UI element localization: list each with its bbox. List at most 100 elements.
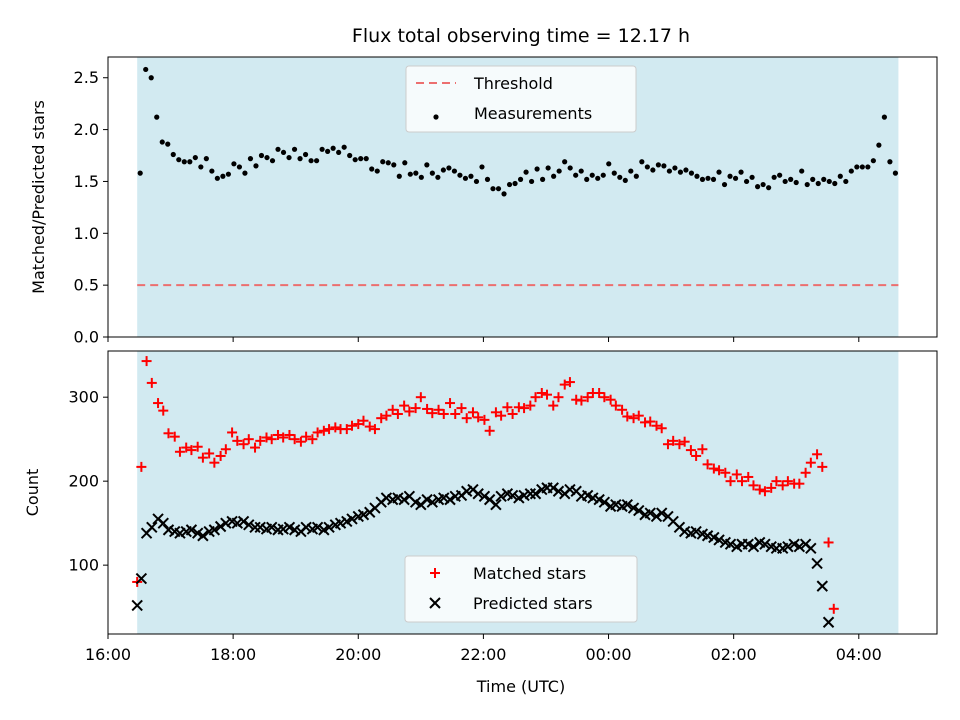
measurement-point bbox=[517, 176, 524, 182]
legend-threshold-label: Threshold bbox=[473, 74, 553, 93]
predicted-star-point bbox=[311, 521, 324, 534]
matched-star-point bbox=[186, 445, 197, 456]
matched-star-point bbox=[628, 413, 639, 424]
measurement-point bbox=[236, 164, 243, 170]
matched-star-point bbox=[622, 411, 633, 422]
measurement-point bbox=[435, 174, 441, 180]
predicted-star-point bbox=[805, 542, 817, 555]
measurement-point bbox=[677, 169, 684, 175]
predicted-star-point bbox=[357, 509, 370, 521]
measurement-point bbox=[887, 159, 893, 165]
matched-star-point bbox=[576, 395, 587, 406]
matched-star-point bbox=[674, 439, 685, 450]
measurement-point bbox=[264, 154, 270, 161]
measurement-point bbox=[473, 178, 480, 185]
measurement-point bbox=[137, 170, 143, 176]
measurement-point bbox=[815, 180, 821, 187]
matched-star-point bbox=[347, 420, 358, 431]
x-tick-label: 20:00 bbox=[335, 645, 381, 664]
legend-predicted-label: Predicted stars bbox=[473, 594, 593, 613]
measurement-point bbox=[451, 168, 458, 174]
predicted-star-point bbox=[759, 538, 771, 550]
measurement-point bbox=[291, 146, 298, 152]
measurement-point bbox=[639, 159, 645, 165]
measurement-point bbox=[429, 170, 435, 176]
matched-star-point bbox=[605, 394, 616, 405]
matched-star-point bbox=[645, 416, 656, 427]
matched-star-point bbox=[828, 603, 839, 614]
predicted-star-point bbox=[323, 521, 335, 534]
measurement-point bbox=[705, 175, 711, 181]
measurement-point bbox=[369, 166, 375, 172]
measurement-point bbox=[617, 174, 623, 180]
matched-star-point bbox=[153, 398, 164, 409]
measurement-point bbox=[407, 171, 413, 177]
predicted-star-point bbox=[346, 513, 358, 525]
matched-star-point bbox=[702, 459, 713, 470]
measurement-point bbox=[771, 174, 777, 180]
predicted-star-point bbox=[131, 599, 143, 612]
matched-star-point bbox=[387, 404, 398, 415]
measurement-point bbox=[396, 173, 402, 179]
matched-star-point bbox=[800, 467, 811, 478]
measurement-point bbox=[192, 154, 198, 161]
x-axis-label: Time (UTC) bbox=[476, 677, 565, 696]
matched-star-point bbox=[559, 379, 570, 390]
measurement-point bbox=[716, 169, 722, 175]
predicted-star-point bbox=[811, 557, 823, 570]
measurement-point bbox=[225, 171, 231, 177]
y-tick-label: 1.5 bbox=[74, 172, 99, 191]
predicted-star-point bbox=[243, 519, 255, 531]
matched-star-point bbox=[399, 400, 410, 411]
predicted-star-point bbox=[185, 524, 198, 536]
matched-star-point bbox=[204, 448, 215, 459]
matched-star-point bbox=[450, 408, 461, 419]
matched-star-point bbox=[158, 405, 169, 416]
matched-star-point bbox=[146, 377, 157, 388]
matched-star-point bbox=[777, 480, 788, 491]
matched-star-point bbox=[358, 415, 369, 426]
predicted-star-point bbox=[495, 490, 507, 502]
y-tick-label: 0.5 bbox=[74, 276, 99, 295]
measurement-point bbox=[297, 156, 303, 162]
matched-star-point bbox=[341, 424, 352, 435]
measurement-point bbox=[755, 184, 761, 190]
measurement-point bbox=[892, 170, 899, 176]
predicted-star-point bbox=[237, 515, 250, 528]
measurement-point bbox=[457, 172, 463, 178]
matched-star-point bbox=[461, 413, 472, 424]
predicted-star-point bbox=[214, 520, 227, 533]
measurement-point bbox=[220, 173, 226, 179]
measurement-point bbox=[325, 148, 331, 154]
matched-star-point bbox=[794, 478, 805, 489]
measurement-point bbox=[661, 163, 667, 169]
measurement-point bbox=[777, 172, 783, 178]
matched-star-point bbox=[662, 439, 673, 450]
matched-star-point bbox=[817, 461, 828, 472]
measurement-point bbox=[501, 191, 507, 197]
predicted-star-point bbox=[197, 530, 209, 542]
predicted-star-point bbox=[506, 489, 519, 502]
measurement-point bbox=[606, 161, 612, 167]
count-panel: 100 200 300 16:00 18:00 20:00 22:00 00:00 02:00 0… bbox=[23, 350, 938, 664]
measurement-point bbox=[424, 162, 430, 168]
measurement-point bbox=[319, 146, 325, 152]
predicted-star-point bbox=[552, 485, 565, 497]
measurement-point bbox=[479, 164, 485, 170]
ratio-panel: 0.0 0.5 1.0 1.5 2.0 2.5 Matched/Predicted star… bbox=[29, 56, 938, 347]
measurement-point bbox=[347, 152, 353, 159]
measurement-point bbox=[595, 175, 601, 181]
predicted-star-point bbox=[157, 517, 169, 529]
measurement-point bbox=[799, 168, 805, 174]
measurement-point bbox=[881, 114, 887, 120]
predicted-star-point bbox=[793, 540, 806, 553]
measurement-point bbox=[468, 173, 474, 179]
matched-star-point bbox=[427, 408, 438, 419]
matched-star-point bbox=[685, 445, 696, 456]
matched-star-point bbox=[691, 450, 702, 461]
x-tick-label: 02:00 bbox=[711, 645, 757, 664]
matched-star-point bbox=[255, 435, 266, 446]
measurement-point bbox=[187, 159, 193, 165]
measurement-point bbox=[143, 66, 149, 73]
